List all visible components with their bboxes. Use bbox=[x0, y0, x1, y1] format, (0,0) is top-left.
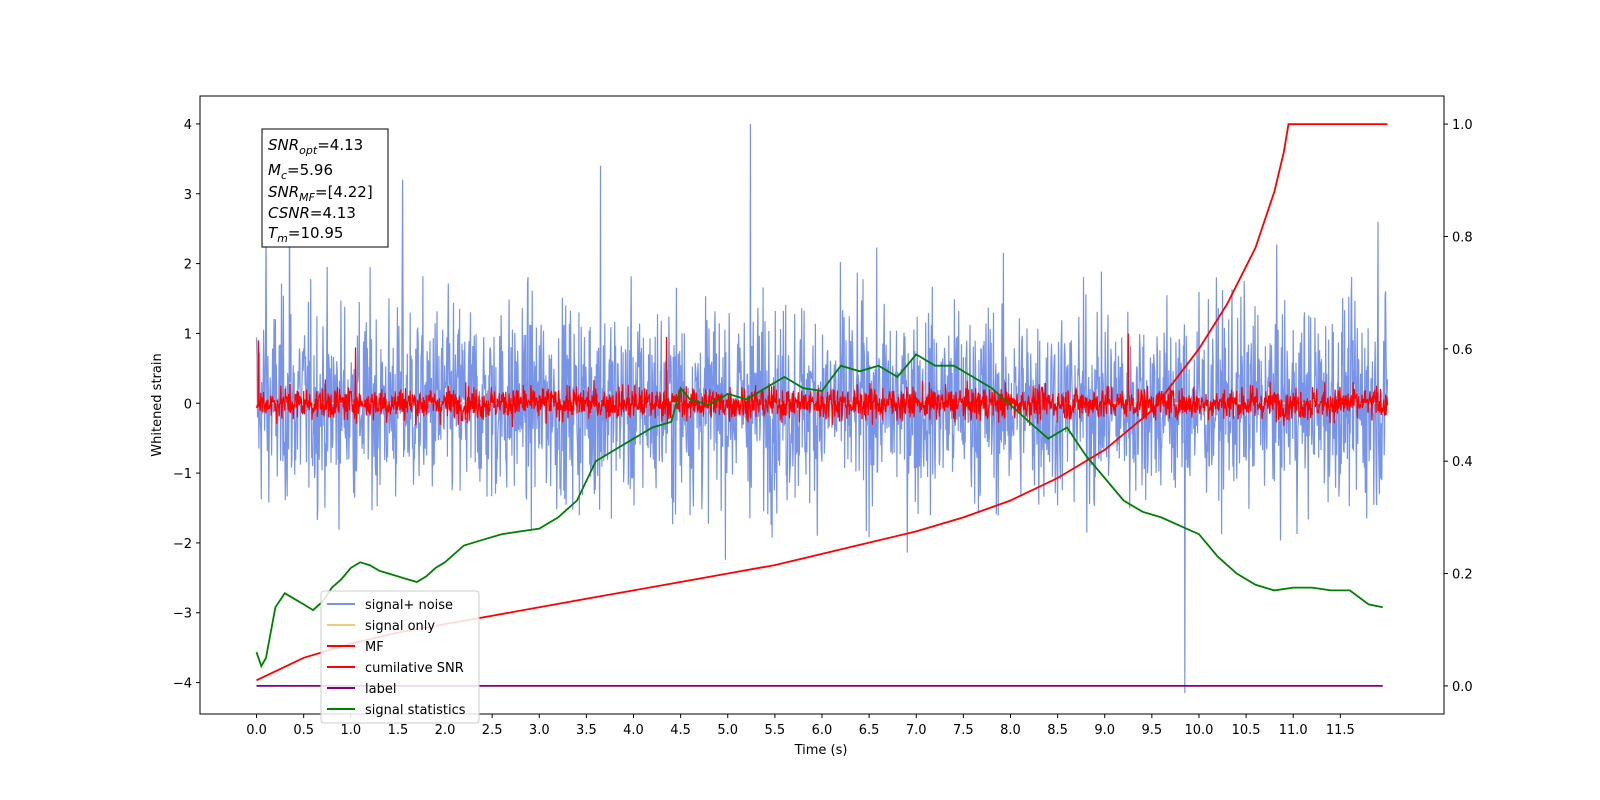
x-tick-label: 1.0 bbox=[340, 723, 361, 738]
x-tick-label: 8.5 bbox=[1047, 723, 1068, 738]
info-line-csnr: CSNR=4.13 bbox=[268, 204, 356, 222]
x-tick-label: 11.5 bbox=[1326, 723, 1355, 738]
info-line-snr-opt: SNRopt=4.13 bbox=[268, 136, 363, 157]
x-tick-label: 9.0 bbox=[1094, 723, 1115, 738]
y-tick-label: −4 bbox=[173, 677, 192, 692]
x-tick-label: 6.0 bbox=[812, 723, 833, 738]
legend-label-cumulative-snr: cumilative SNR bbox=[365, 661, 464, 676]
y2-tick-label: 1.0 bbox=[1452, 118, 1473, 133]
y-axis-right: 1.0 0.8 0.6 0.4 0.2 0.0 bbox=[1444, 118, 1473, 695]
x-tick-label: 4.5 bbox=[670, 723, 691, 738]
x-tick-label: 3.0 bbox=[529, 723, 550, 738]
y2-tick-label: 0.4 bbox=[1452, 455, 1473, 470]
y2-tick-label: 0.8 bbox=[1452, 230, 1473, 245]
x-tick-label: 9.5 bbox=[1142, 723, 1163, 738]
info-box: SNRopt=4.13 Mc=5.96 SNRMF=[4.22] CSNR=4.… bbox=[261, 128, 389, 248]
legend-label-signal-noise: signal+ noise bbox=[365, 598, 453, 613]
y-axis-label: Whitened strain bbox=[150, 353, 165, 456]
x-tick-label: 7.5 bbox=[953, 723, 974, 738]
y-tick-label: −1 bbox=[173, 467, 192, 482]
legend: signal+ noise signal only MF cumilative … bbox=[320, 590, 480, 724]
legend-label-mf: MF bbox=[365, 640, 384, 655]
x-tick-label: 4.0 bbox=[623, 723, 644, 738]
x-tick-label: 3.5 bbox=[576, 723, 597, 738]
legend-label-signal-only: signal only bbox=[365, 619, 435, 634]
y-tick-label: 0 bbox=[184, 397, 192, 412]
info-line-tm: Tm=10.95 bbox=[268, 224, 343, 245]
y-tick-label: 2 bbox=[184, 258, 192, 273]
x-tick-label: 11.0 bbox=[1279, 723, 1308, 738]
x-tick-label: 7.0 bbox=[906, 723, 927, 738]
info-box-frame bbox=[261, 128, 389, 248]
x-tick-label: 5.0 bbox=[717, 723, 738, 738]
x-tick-label: 2.5 bbox=[482, 723, 503, 738]
x-tick-label: 5.5 bbox=[765, 723, 786, 738]
legend-label-signal-statistics: signal statistics bbox=[365, 703, 466, 718]
x-tick-label: 10.5 bbox=[1232, 723, 1261, 738]
x-tick-label: 0.0 bbox=[246, 723, 267, 738]
y-tick-label: 1 bbox=[184, 327, 192, 342]
x-tick-label: 6.5 bbox=[859, 723, 880, 738]
series-signal-noise-line bbox=[255, 123, 1389, 694]
y2-tick-label: 0.2 bbox=[1452, 568, 1473, 583]
x-axis: 0.0 0.5 1.0 1.5 2.0 2.5 3.0 3.5 4.0 4.5 5.0 5.5 6.0 6… bbox=[246, 714, 1355, 738]
y-tick-label: −3 bbox=[173, 607, 192, 622]
y-tick-label: −2 bbox=[173, 537, 192, 552]
y-tick-label: 3 bbox=[184, 188, 192, 203]
legend-frame bbox=[320, 590, 480, 724]
series-signal-statistics-line bbox=[255, 353, 1383, 669]
y-axis-left: 4 3 2 1 0 −1 −2 −3 −4 bbox=[173, 118, 200, 692]
y2-tick-label: 0.6 bbox=[1452, 343, 1473, 358]
x-tick-label: 0.5 bbox=[293, 723, 314, 738]
info-line-snr-mf: SNRMF=[4.22] bbox=[268, 183, 373, 204]
y2-tick-label: 0.0 bbox=[1452, 680, 1473, 695]
x-tick-label: 1.5 bbox=[388, 723, 409, 738]
x-tick-label: 10.0 bbox=[1184, 723, 1213, 738]
info-line-mc: Mc=5.96 bbox=[268, 161, 333, 182]
y-tick-label: 4 bbox=[184, 118, 192, 133]
legend-label-label: label bbox=[365, 682, 396, 697]
x-axis-label: Time (s) bbox=[794, 743, 848, 758]
x-tick-label: 2.0 bbox=[435, 723, 456, 738]
x-tick-label: 8.0 bbox=[1000, 723, 1021, 738]
